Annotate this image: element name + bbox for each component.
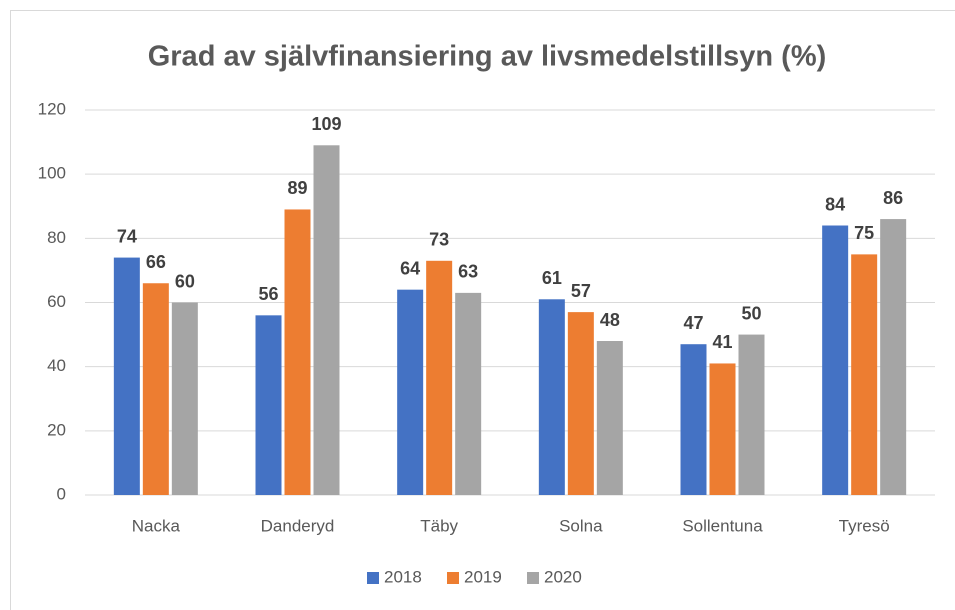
y-tick-label: 80 [47,228,66,247]
y-tick-label: 120 [38,99,66,118]
bar [880,219,907,496]
legend-swatch [527,572,539,584]
x-tick-label: Solna [559,516,603,535]
legend-label: 2019 [464,567,502,586]
legend-label: 2018 [384,567,422,586]
chart-title: Grad av självfinansiering av livsmedelst… [148,41,827,73]
bar [426,260,453,495]
bar [567,312,594,495]
data-label: 56 [258,284,278,304]
data-label: 50 [741,303,761,323]
data-label: 109 [311,114,341,134]
data-label: 47 [683,313,703,333]
data-label: 64 [400,258,420,278]
data-label: 86 [883,188,903,208]
y-tick-label: 0 [57,484,66,503]
bar [596,341,623,495]
data-label: 61 [542,268,562,288]
legend-swatch [367,572,379,584]
x-tick-label: Sollentuna [682,516,763,535]
bar [255,315,282,495]
bar [822,225,849,495]
y-tick-label: 40 [47,356,66,375]
x-tick-label: Danderyd [261,516,335,535]
data-label: 74 [117,226,137,246]
data-label: 73 [429,230,449,250]
data-label: 60 [175,271,195,291]
data-label: 66 [146,252,166,272]
bar [313,145,340,495]
y-tick-label: 20 [47,420,66,439]
bar [171,302,198,495]
y-tick-label: 100 [38,164,66,183]
bar [709,363,736,495]
data-label: 41 [712,332,732,352]
bar [680,344,707,495]
bar [113,257,140,495]
bar [538,299,565,495]
data-label: 48 [600,310,620,330]
legend-swatch [447,572,459,584]
bar [284,209,311,496]
y-tick-label: 60 [47,292,66,311]
data-label: 75 [854,223,874,243]
data-label: 63 [458,262,478,282]
data-label: 57 [571,281,591,301]
data-label: 84 [825,194,845,214]
bar [851,254,878,495]
data-label: 89 [287,178,307,198]
legend-label: 2020 [544,567,582,586]
x-tick-label: Täby [420,516,458,535]
bar [455,292,482,495]
bar [738,334,765,495]
bar [397,289,424,495]
x-tick-label: Tyresö [839,516,890,535]
bar [142,283,169,495]
x-tick-label: Nacka [132,516,181,535]
